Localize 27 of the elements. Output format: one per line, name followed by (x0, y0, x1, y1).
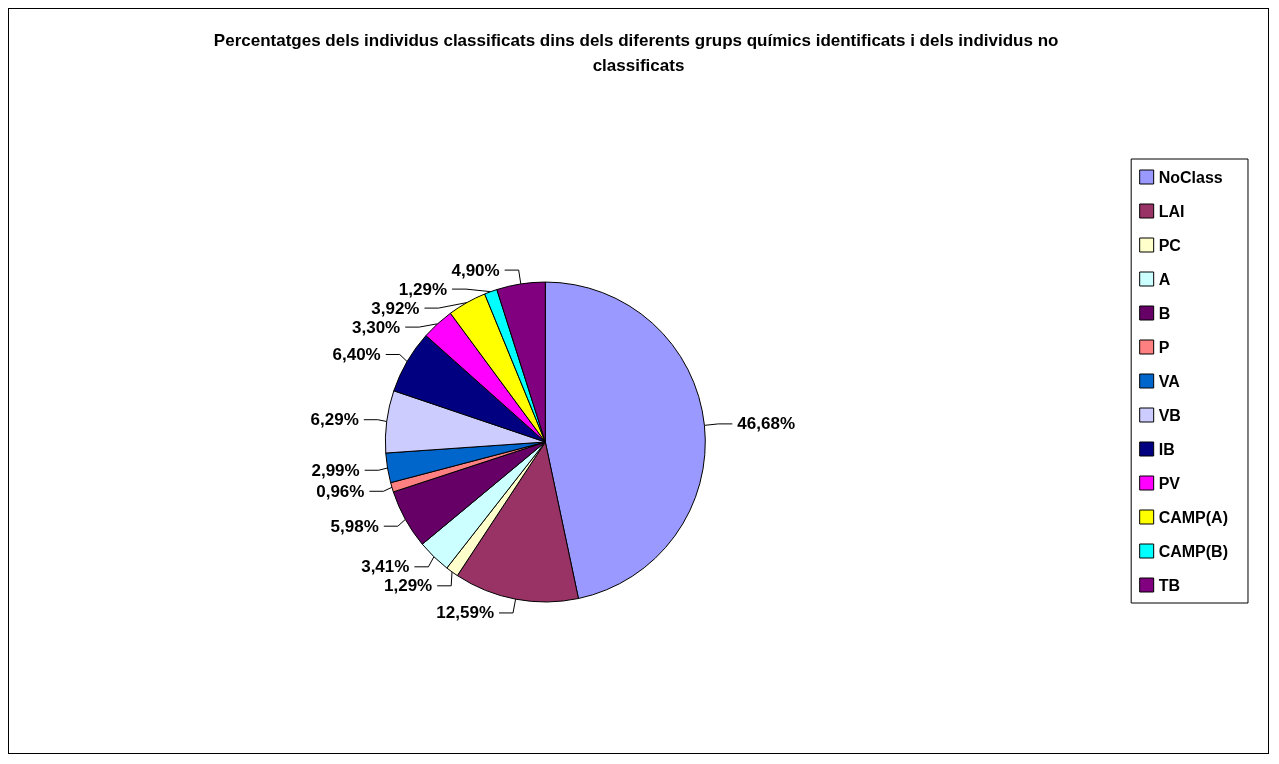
data-label: 3,30% (352, 317, 401, 337)
data-label: 5,98% (330, 516, 379, 536)
legend-label: NoClass (1158, 168, 1223, 186)
data-label: 6,29% (310, 410, 359, 430)
legend-label: A (1158, 270, 1171, 288)
data-label: 1,29% (384, 576, 433, 596)
data-label: 12,59% (436, 603, 495, 623)
legend-label: B (1158, 304, 1171, 322)
data-label: 3,41% (361, 557, 410, 577)
legend-label: VA (1158, 372, 1181, 390)
legend-label: LAI (1158, 202, 1185, 220)
chart-title: Percentatges dels individus classificats dins dels diferents grups químics identificats i dels individus no classificats (213, 31, 1064, 75)
legend-label: TB (1158, 576, 1181, 594)
data-label: 1,29% (398, 279, 447, 299)
legend-label: CAMP(A) (1158, 508, 1229, 526)
data-label: 4,90% (451, 260, 500, 280)
legend-label: IB (1158, 440, 1175, 458)
legend-label: CAMP(B) (1158, 542, 1229, 560)
legend-label: P (1158, 338, 1170, 356)
data-label: 2,99% (311, 460, 360, 480)
data-label: 6,40% (332, 344, 381, 364)
data-label: 46,68% (737, 414, 796, 434)
legend-label: PV (1158, 474, 1181, 492)
legend-label: VB (1158, 406, 1181, 424)
data-label: 3,92% (371, 298, 420, 318)
data-label: 0,96% (316, 481, 365, 501)
legend-label: PC (1158, 236, 1182, 254)
